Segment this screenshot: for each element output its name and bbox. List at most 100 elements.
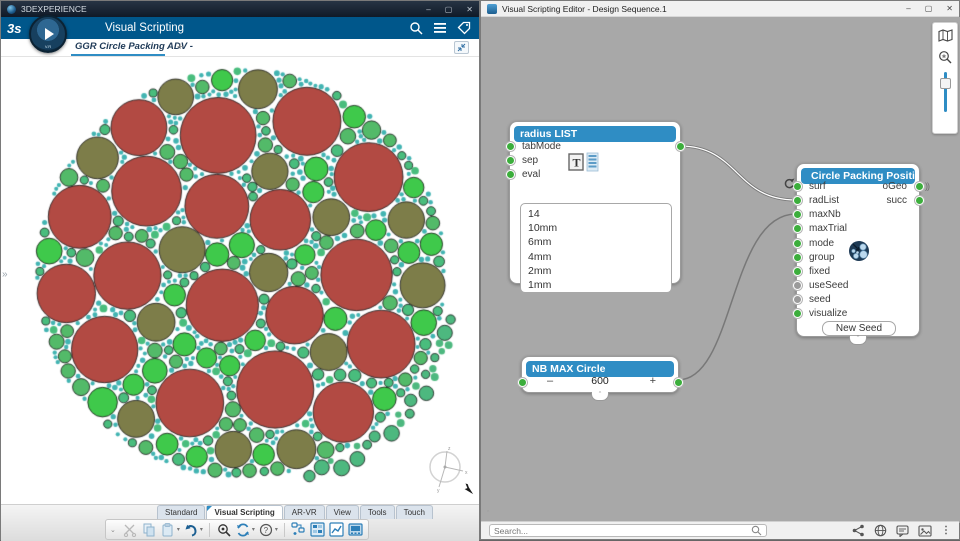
- 3dexperience-sphere-icon: [7, 4, 16, 14]
- update-dropdown-icon[interactable]: ▾: [251, 527, 255, 533]
- close-button[interactable]: ✕: [946, 4, 953, 13]
- tag-icon[interactable]: [457, 21, 471, 35]
- node-graph-canvas[interactable]: radius LIST tabMode sep eval T 14 10mm 6…: [481, 17, 960, 523]
- render-icon[interactable]: [348, 522, 364, 538]
- update-icon[interactable]: [235, 522, 251, 538]
- port-seed[interactable]: [792, 295, 802, 304]
- port-list-output[interactable]: [675, 142, 685, 151]
- port-mode[interactable]: [792, 239, 802, 248]
- list-item[interactable]: 10mm: [528, 222, 558, 235]
- radius-list-values[interactable]: 14 10mm 6mm 4mm 2mm 1mm: [520, 203, 672, 293]
- collapse-panel-icon[interactable]: [454, 41, 469, 54]
- port-label: maxTrial: [809, 223, 847, 234]
- canvas-side-toolbar: [932, 22, 958, 134]
- paste-dropdown-icon[interactable]: ▾: [176, 527, 180, 533]
- new-seed-button[interactable]: New Seed: [822, 321, 896, 336]
- minimize-button[interactable]: –: [426, 4, 431, 14]
- port-nb-in[interactable]: [517, 378, 527, 387]
- node-nb-max-circle[interactable]: NB MAX Circle – 600 + ˆ: [517, 356, 683, 401]
- port-radList[interactable]: [792, 196, 802, 205]
- help-icon[interactable]: ?: [258, 522, 274, 538]
- properties-panel-icon[interactable]: [310, 522, 326, 538]
- help-dropdown-icon[interactable]: ▾: [274, 527, 278, 533]
- maximize-button[interactable]: ▢: [924, 4, 933, 13]
- 3ds-logo: 3s: [7, 20, 22, 36]
- cut-icon[interactable]: [122, 522, 138, 538]
- stepper-increment-button[interactable]: +: [649, 375, 656, 387]
- port-group[interactable]: [792, 253, 802, 262]
- share-icon[interactable]: [852, 524, 865, 537]
- undo-dropdown-icon[interactable]: ▾: [199, 527, 203, 533]
- more-options-icon[interactable]: ⋮: [941, 525, 951, 536]
- node-collapse-chevron[interactable]: ˆ: [591, 392, 609, 401]
- node-collapse-chevron[interactable]: ˆ: [849, 336, 867, 345]
- tab-ar-vr[interactable]: AR-VR: [283, 505, 325, 519]
- right-window-title: Visual Scripting Editor - Design Sequenc…: [502, 3, 667, 14]
- port-visualize[interactable]: [792, 309, 802, 318]
- node-radius-list[interactable]: radius LIST tabMode sep eval T 14 10mm 6…: [505, 121, 685, 293]
- port-maxTrial[interactable]: [792, 224, 802, 233]
- stepper-decrement-button[interactable]: –: [547, 375, 554, 387]
- statusbar-collapse-chevron[interactable]: ˆ: [487, 511, 490, 518]
- paste-icon[interactable]: [160, 522, 176, 538]
- stepper-value[interactable]: 600: [591, 375, 609, 387]
- copy-icon[interactable]: [141, 522, 157, 538]
- zoom-slider[interactable]: [939, 72, 951, 112]
- port-succ[interactable]: [914, 196, 924, 205]
- list-item[interactable]: 2mm: [528, 264, 552, 277]
- toolbar-overflow-chevron[interactable]: ⌄: [110, 526, 116, 534]
- list-item[interactable]: 14: [528, 208, 540, 220]
- maximize-button[interactable]: ▢: [444, 4, 453, 14]
- minimize-button[interactable]: –: [906, 4, 911, 13]
- globe-icon[interactable]: [874, 524, 887, 537]
- port-label: useSeed: [809, 280, 849, 291]
- zoom-fit-icon[interactable]: [938, 50, 952, 64]
- search-input[interactable]: [494, 525, 751, 536]
- port-oGeo[interactable]: [914, 182, 924, 191]
- add-node-icon[interactable]: [291, 522, 307, 538]
- undo-icon[interactable]: [183, 522, 199, 538]
- node-circle-packing-position[interactable]: Circle Packing Position surf radList max…: [792, 163, 924, 345]
- node-search-box[interactable]: [489, 524, 767, 537]
- zoom-icon[interactable]: [216, 522, 232, 538]
- port-label: radList: [809, 195, 840, 206]
- chart-icon[interactable]: [329, 522, 345, 538]
- zoom-slider-handle[interactable]: [939, 78, 951, 89]
- new-tab-button[interactable]: +: [177, 41, 184, 53]
- list-item[interactable]: 1mm: [528, 279, 552, 292]
- tab-standard[interactable]: Standard: [157, 505, 206, 519]
- port-maxNb[interactable]: [792, 210, 802, 219]
- port-tabMode[interactable]: [505, 142, 515, 151]
- menu-icon[interactable]: [433, 22, 447, 34]
- node-nb-max-header[interactable]: NB MAX Circle: [526, 361, 674, 377]
- circle-packing-viewport[interactable]: [1, 57, 481, 504]
- comment-icon[interactable]: [896, 524, 909, 537]
- 3d-axis-compass[interactable]: x y z: [419, 443, 471, 495]
- overview-map-icon[interactable]: [937, 29, 953, 42]
- node-radius-list-header[interactable]: radius LIST: [514, 126, 676, 142]
- port-nb-out[interactable]: [673, 378, 683, 387]
- svg-text:T: T: [573, 156, 581, 170]
- port-label: eval: [522, 169, 541, 180]
- left-titlebar: 3DEXPERIENCE – ▢ ✕: [1, 1, 479, 17]
- search-icon[interactable]: [751, 525, 762, 536]
- port-label: tabMode: [522, 141, 561, 152]
- port-sep[interactable]: [505, 156, 515, 165]
- image-icon[interactable]: [918, 524, 932, 537]
- port-eval[interactable]: [505, 170, 515, 179]
- tab-visual-scripting[interactable]: Visual Scripting: [206, 505, 283, 519]
- search-icon[interactable]: [409, 21, 423, 35]
- tab-ggr-circle-packing[interactable]: GGR Circle Packing ADV -: [75, 41, 193, 52]
- port-useSeed[interactable]: [792, 281, 802, 290]
- tab-touch[interactable]: Touch: [395, 505, 433, 519]
- list-item[interactable]: 6mm: [528, 236, 552, 249]
- list-item[interactable]: 4mm: [528, 250, 552, 263]
- node-circle-packing-header[interactable]: Circle Packing Position: [801, 168, 915, 184]
- close-button[interactable]: ✕: [466, 4, 473, 14]
- tab-tools[interactable]: Tools: [359, 505, 395, 519]
- tab-view[interactable]: View: [325, 505, 359, 519]
- port-label: succ: [886, 195, 907, 206]
- port-fixed[interactable]: [792, 267, 802, 276]
- compass-button[interactable]: V.R: [29, 15, 67, 53]
- sidebar-collapse-chevron[interactable]: »: [2, 269, 8, 280]
